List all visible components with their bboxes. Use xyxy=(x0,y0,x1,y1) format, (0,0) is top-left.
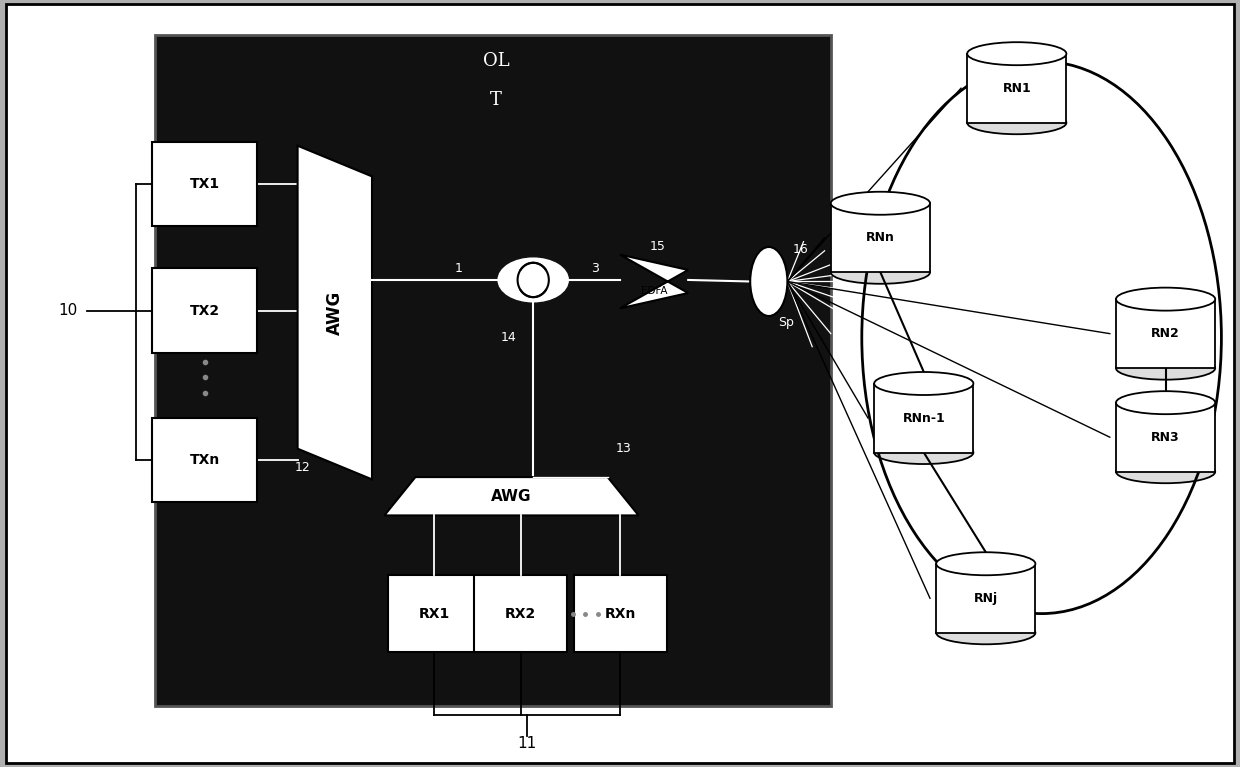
Bar xyxy=(1116,299,1215,368)
Ellipse shape xyxy=(936,552,1035,575)
Bar xyxy=(387,575,481,652)
Ellipse shape xyxy=(1116,357,1215,380)
Text: 10: 10 xyxy=(58,303,78,318)
Text: Sp: Sp xyxy=(779,316,794,328)
Text: AWG: AWG xyxy=(491,489,532,504)
Polygon shape xyxy=(620,255,688,308)
Ellipse shape xyxy=(750,247,787,316)
Ellipse shape xyxy=(831,261,930,284)
Text: 16: 16 xyxy=(794,243,808,255)
Text: RNn-1: RNn-1 xyxy=(903,412,945,424)
Bar xyxy=(967,54,1066,123)
Text: RN3: RN3 xyxy=(1151,431,1180,443)
Text: 14: 14 xyxy=(501,331,516,344)
Ellipse shape xyxy=(1116,460,1215,483)
Circle shape xyxy=(498,258,568,301)
Bar xyxy=(474,575,568,652)
Ellipse shape xyxy=(936,621,1035,644)
Text: RN2: RN2 xyxy=(1151,328,1180,340)
Text: EDFA: EDFA xyxy=(641,285,667,296)
Text: 13: 13 xyxy=(616,443,631,455)
Text: TX1: TX1 xyxy=(190,177,219,191)
Bar xyxy=(573,575,667,652)
Text: 12: 12 xyxy=(295,462,310,474)
Polygon shape xyxy=(384,477,639,515)
Ellipse shape xyxy=(874,441,973,464)
Text: RNn: RNn xyxy=(866,232,895,244)
Text: T: T xyxy=(490,91,502,109)
Text: RN1: RN1 xyxy=(1002,82,1032,94)
Text: RNj: RNj xyxy=(973,592,998,604)
Ellipse shape xyxy=(967,111,1066,134)
Text: TX2: TX2 xyxy=(190,304,219,318)
Text: 1: 1 xyxy=(455,262,463,275)
Text: AWG: AWG xyxy=(326,291,343,335)
Text: 3: 3 xyxy=(591,262,599,275)
Bar xyxy=(151,142,258,226)
Bar xyxy=(874,384,973,453)
Ellipse shape xyxy=(874,372,973,395)
Text: RX2: RX2 xyxy=(505,607,537,621)
Text: RX1: RX1 xyxy=(418,607,450,621)
Bar xyxy=(936,564,1035,633)
Polygon shape xyxy=(298,146,372,479)
Ellipse shape xyxy=(1116,288,1215,311)
Text: TXn: TXn xyxy=(190,453,219,467)
Ellipse shape xyxy=(967,42,1066,65)
Text: RXn: RXn xyxy=(604,607,636,621)
Bar xyxy=(151,418,258,502)
Bar xyxy=(151,268,258,353)
Bar xyxy=(1116,403,1215,472)
Text: 15: 15 xyxy=(650,241,665,253)
Ellipse shape xyxy=(1116,391,1215,414)
Bar xyxy=(155,35,831,706)
Ellipse shape xyxy=(831,192,930,215)
Bar xyxy=(831,203,930,272)
Text: OL: OL xyxy=(482,52,510,71)
Text: 11: 11 xyxy=(517,736,537,752)
